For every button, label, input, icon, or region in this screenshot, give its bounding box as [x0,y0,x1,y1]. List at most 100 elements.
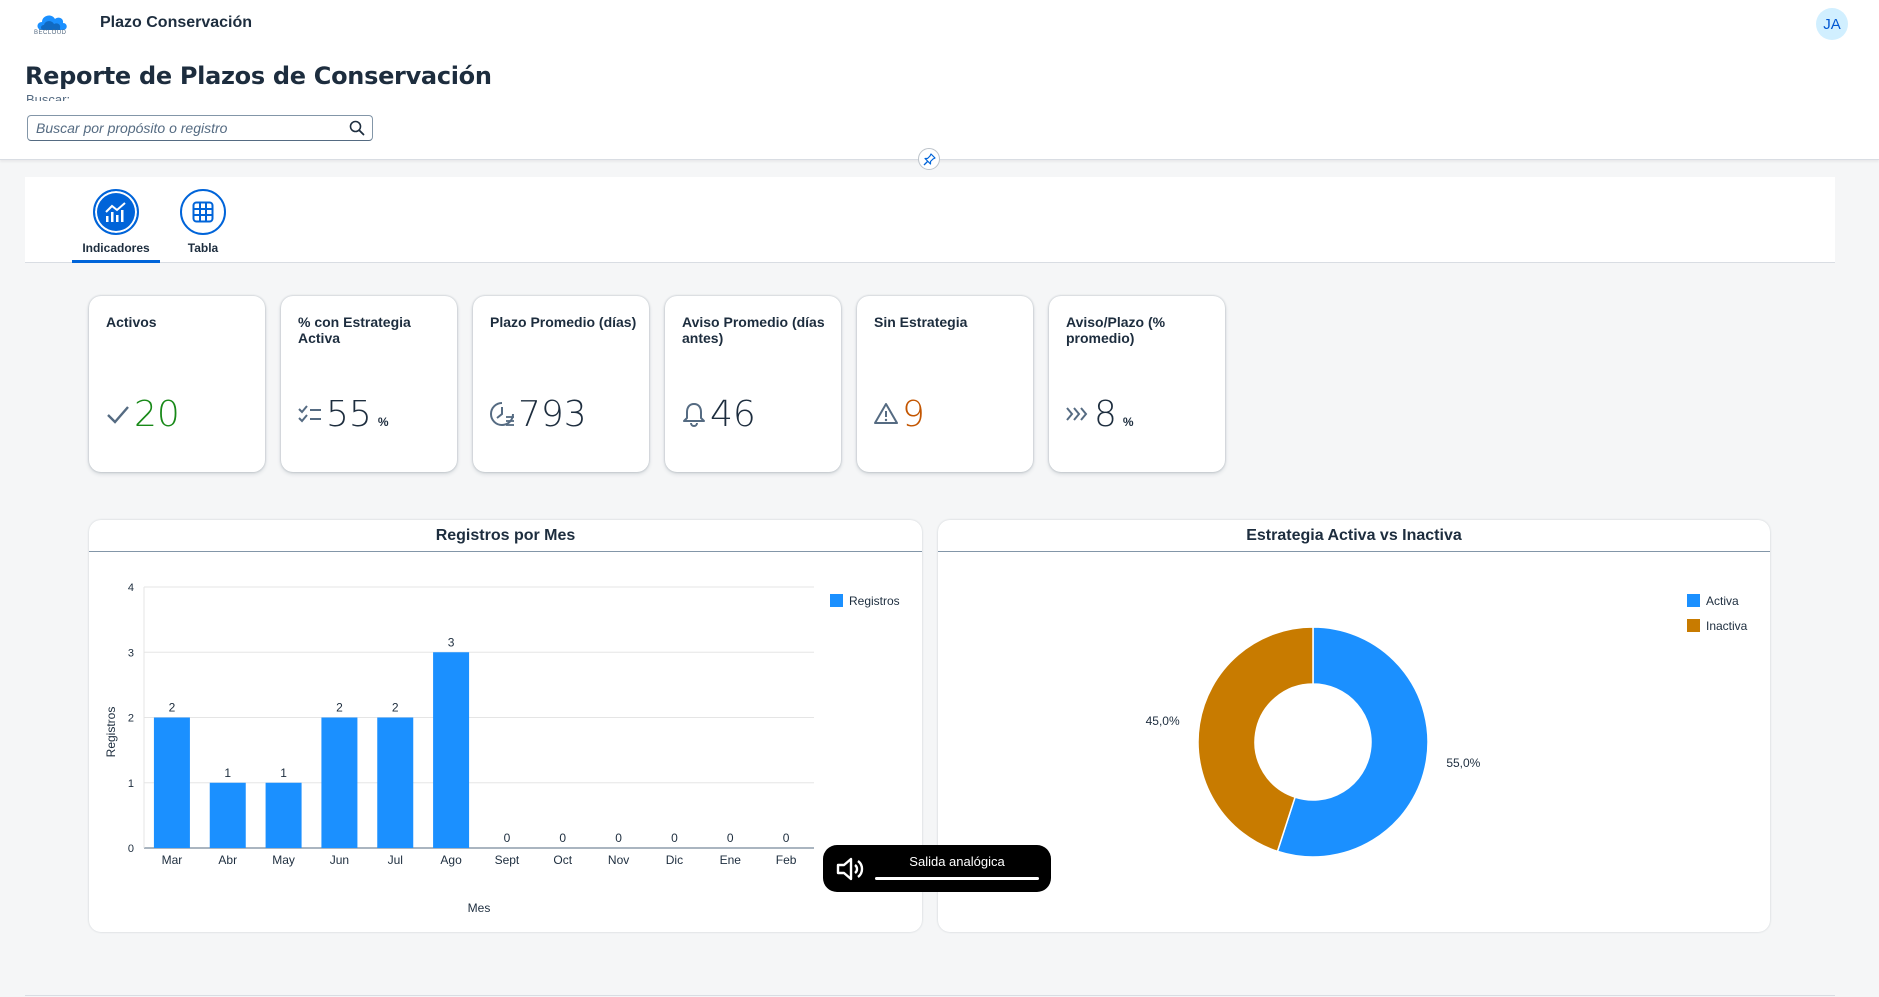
kpi-title: % con Estrategia Activa [298,314,411,346]
data-label: 1 [280,766,287,780]
y-tick-label: 1 [128,778,134,790]
slice-label: 45,0% [1146,714,1180,728]
x-tick-label: Nov [608,853,629,867]
legend-swatch [1687,594,1700,607]
chart-card-estrategia: Estrategia Activa vs Inactiva 55,0% 45,0%… [938,520,1770,932]
legend-label: Registros [849,594,900,608]
pin-header-button[interactable] [918,148,940,170]
x-tick-label: Feb [776,853,797,867]
tab-selected-indicator [72,260,160,263]
kpi-value: 9 [902,394,925,435]
x-tick-label: Ago [440,853,462,867]
legend-label: Inactiva [1706,619,1748,633]
data-label: 0 [504,831,511,845]
kpi-title: Plazo Promedio (días) [490,314,637,330]
kpi-value-row: 55 % [297,394,388,435]
page-header: Reporte de Plazos de Conservación Buscar… [0,48,1879,160]
bar [265,782,302,848]
kpi-value: 46 [710,394,756,435]
data-label: 2 [392,701,399,715]
chevrons-icon [1066,407,1088,421]
legend-swatch [1687,619,1700,632]
chart-title: Registros por Mes [89,520,922,552]
x-tick-label: Ene [720,853,742,867]
y-axis-title: Registros [104,707,118,758]
kpi-title: Aviso/Plazo (% promedio) [1066,314,1166,346]
tab-label: Tabla [187,241,219,255]
grid-icon [192,201,214,223]
donut-chart: 55,0% 45,0% Activa Inactiva [1146,594,1748,858]
y-tick-label: 0 [128,843,134,855]
kpi-value-row: 793 [489,394,587,435]
tab-tabla[interactable]: Tabla [159,189,247,263]
x-tick-label: Mar [162,853,183,867]
kpi-card-activos[interactable]: Activos 20 [89,296,265,472]
chart-title: Estrategia Activa vs Inactiva [938,520,1770,552]
data-label: 0 [559,831,566,845]
tab-label: Indicadores [82,241,150,255]
y-tick-label: 3 [128,647,134,659]
toast-label: Salida analógica [909,854,1005,869]
pie-slice [1197,626,1314,853]
kpi-card-aviso-plazo[interactable]: Aviso/Plazo (% promedio) 8 % [1049,296,1225,472]
search-input[interactable] [36,119,336,137]
kpi-value: 8 [1094,394,1117,435]
x-tick-label: Jul [388,853,403,867]
kpi-unit: % [1122,415,1134,429]
data-label: 3 [448,635,455,649]
kpi-value: 793 [518,394,587,435]
data-label: 2 [169,701,176,715]
kpi-title: Activos [106,314,157,330]
kpi-value-row: 8 % [1065,394,1134,435]
search-label: Buscar: [26,93,71,101]
kpi-card-plazo-promedio[interactable]: Plazo Promedio (días) 793 [473,296,649,472]
tab-indicadores-circle [93,189,139,235]
clock-icon [490,402,514,426]
shell-bar: BECLOUD Plazo Conservación JA [0,0,1879,48]
pie-slice [1276,626,1429,858]
slice-label: 55,0% [1446,756,1480,770]
kpi-card-sin-estrategia[interactable]: Sin Estrategia 9 [857,296,1033,472]
avatar[interactable]: JA [1816,8,1848,40]
volume-bar[interactable] [875,877,1039,880]
y-tick-label: 2 [128,713,134,725]
data-label: 0 [727,831,734,845]
speaker-icon [836,857,864,881]
bar-chart: 0 1 2 3 4 2 Mar 1 Abr 1 May 2 Jun 2 Jul 3 Ago 0 Sept 0 Oct 0 N… [104,582,900,915]
bar [153,717,190,848]
bar [377,717,414,848]
bar [209,782,246,848]
x-axis-title: Mes [468,901,491,915]
data-label: 0 [615,831,622,845]
kpi-value-row: 46 [681,394,756,435]
search-icon[interactable] [349,120,365,136]
audio-output-toast: Salida analógica [823,845,1051,892]
x-tick-label: Sept [495,853,520,867]
cloud-icon[interactable] [34,8,70,38]
footer-divider [25,995,1835,996]
data-label: 1 [224,766,231,780]
legend-label: Activa [1706,594,1739,608]
search-field[interactable] [27,115,373,141]
kpi-title: Sin Estrategia [874,314,968,330]
chart-card-registros-por-mes: Registros por Mes 0 1 2 3 4 2 Mar 1 Abr 1 May 2 Jun 2… [89,520,922,932]
kpi-card-estrategia-activa[interactable]: % con Estrategia Activa 55 % [281,296,457,472]
data-label: 2 [336,701,343,715]
kpi-value-row: 9 [873,394,925,435]
kpi-value: 20 [134,394,180,435]
bar [321,717,358,848]
kpi-card-aviso-promedio[interactable]: Aviso Promedio (días antes) 46 [665,296,841,472]
icon-tab-bar: Indicadores Tabla [25,177,1835,263]
logo-text: BECLOUD [34,30,67,36]
tab-tabla-circle [180,189,226,235]
x-tick-label: Abr [218,853,237,867]
legend-swatch [830,594,843,607]
kpi-value: 55 [326,394,372,435]
tab-indicadores[interactable]: Indicadores [72,189,160,263]
warning-icon [874,403,898,424]
checklist-icon [298,405,321,423]
x-tick-label: Dic [666,853,683,867]
checkmark-icon [107,406,129,424]
page-title: Reporte de Plazos de Conservación [25,62,492,90]
x-tick-label: May [272,853,295,867]
